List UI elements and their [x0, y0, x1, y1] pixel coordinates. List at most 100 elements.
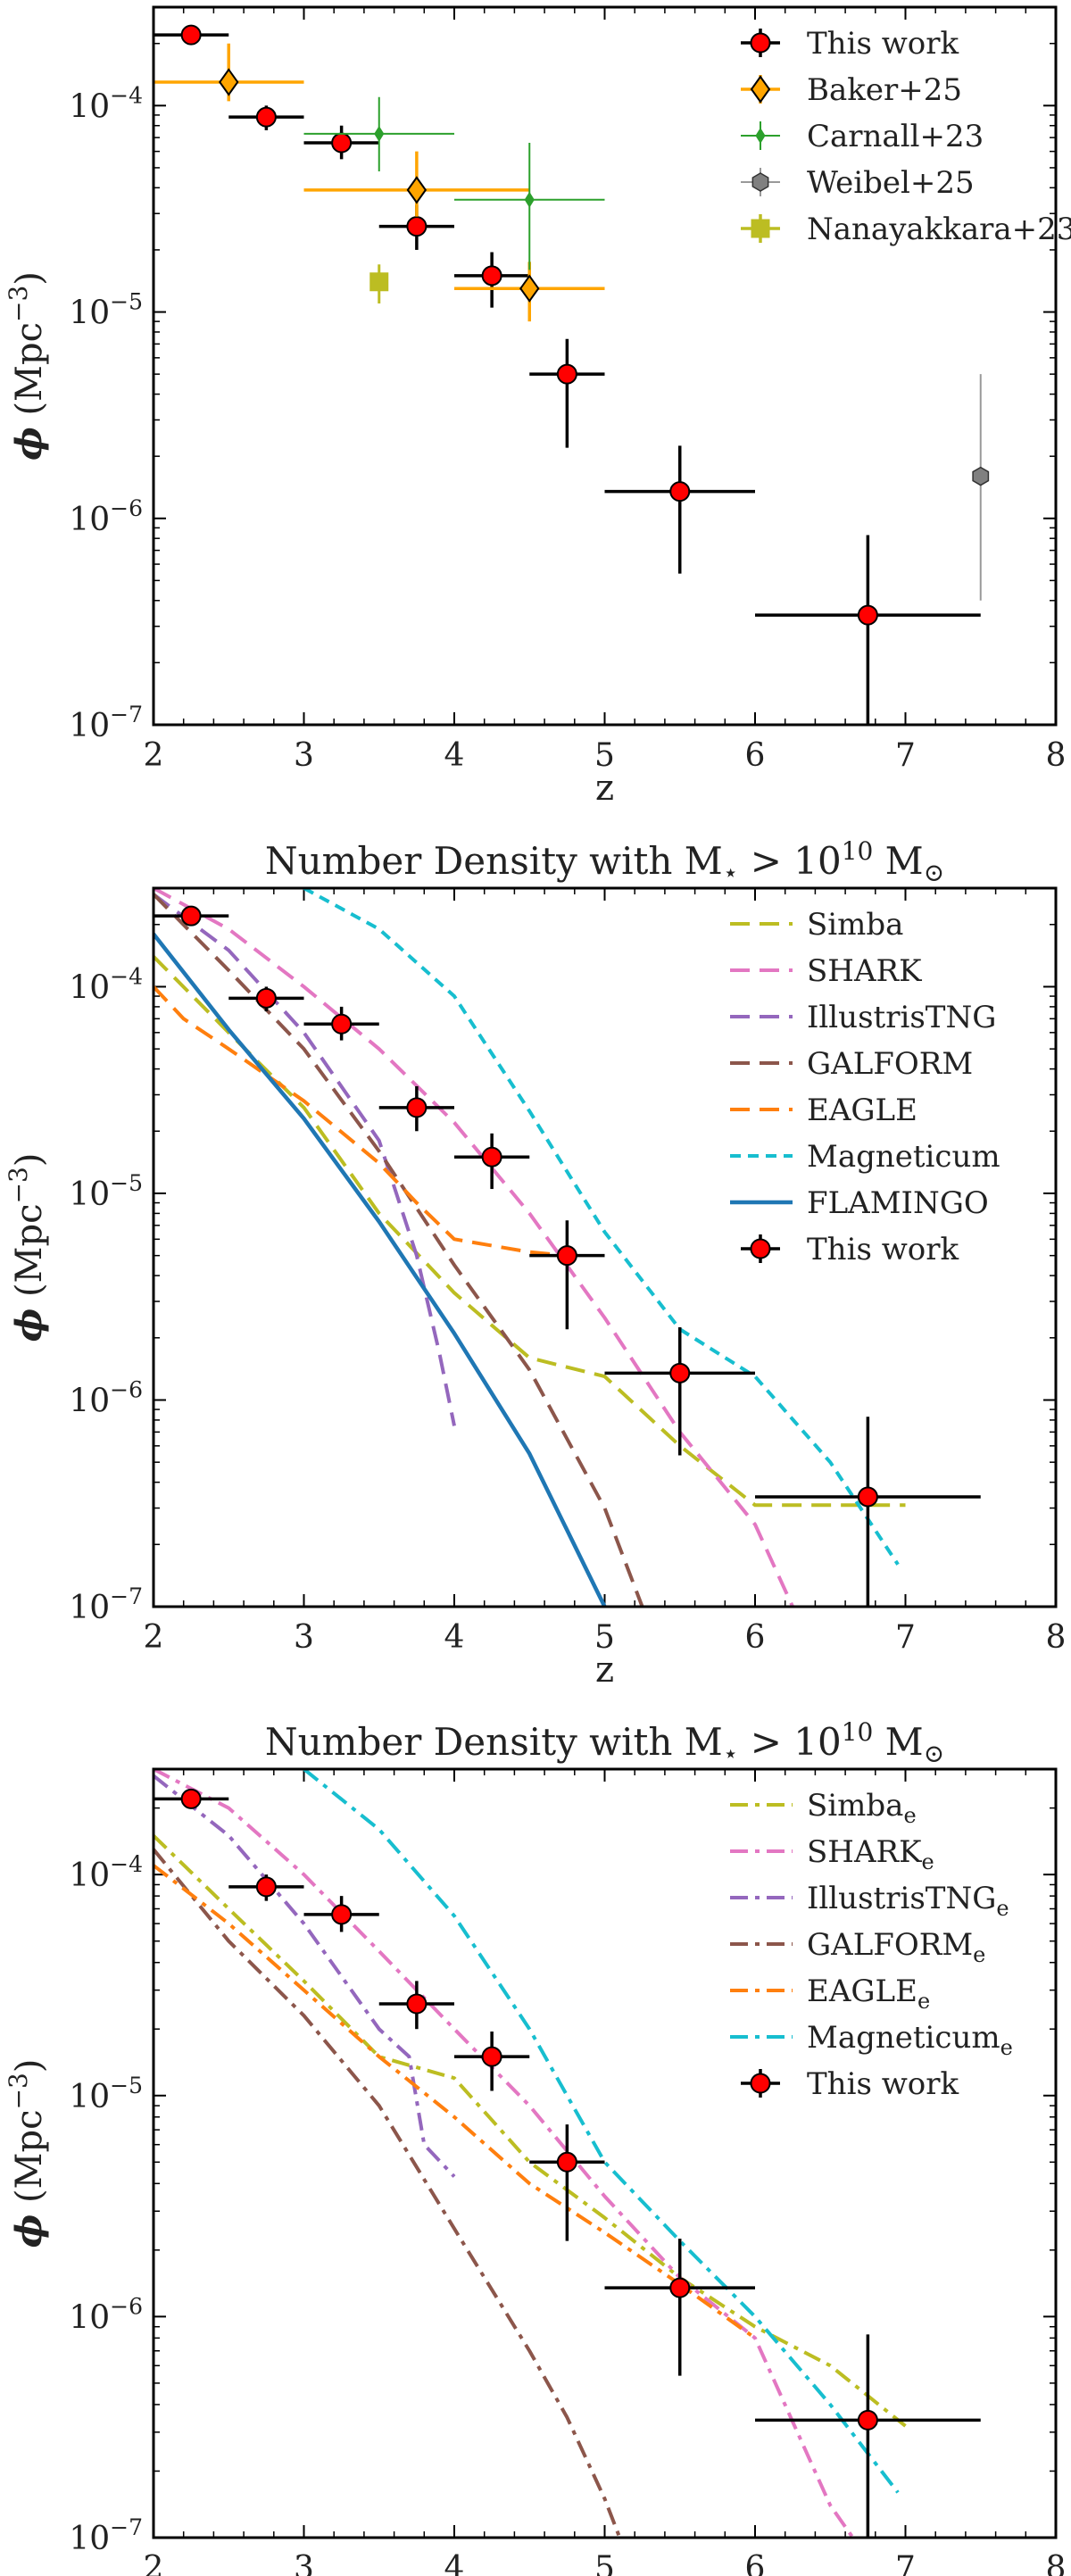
x-axis-label: z [595, 1649, 614, 1691]
data-point [180, 24, 202, 46]
x-tick-label: 5 [594, 2550, 615, 2576]
data-point [255, 987, 277, 1009]
series-line-simba [154, 955, 906, 1508]
legend-item-galform: GALFORM [730, 1046, 973, 1082]
legend-label: IllustrisTNG [807, 1000, 996, 1035]
series-line-illustristng [154, 893, 456, 1426]
legend-label: EAGLEe [807, 1974, 930, 2014]
data-point [331, 1904, 353, 1925]
y-tick-label: 10−7 [69, 2514, 143, 2557]
legend-label: This work [807, 2066, 959, 2102]
x-tick-label: 6 [745, 1619, 766, 1656]
chart-panel-2: 2 3 4 5 6 7 8 10−4 10−5 10−6 10−7 z ϕ (Mpc−3) Number … [4, 836, 1066, 1691]
x-tick-label: 7 [895, 2550, 916, 2576]
legend-marker [750, 1238, 771, 1259]
x-tick-label: 6 [745, 2550, 766, 2576]
legend-label: Magneticume [807, 2020, 1013, 2060]
series-weibel-25 [972, 374, 990, 601]
data-point [669, 481, 691, 503]
legend-label: Weibel+25 [807, 165, 975, 201]
legend-item-this-work: This work [741, 26, 959, 62]
data-point [180, 1788, 202, 1809]
y-axis-label: ϕ (Mpc−3) [4, 2059, 50, 2248]
data-point [481, 265, 502, 287]
legend-marker [751, 172, 769, 192]
plot-area [154, 1769, 981, 2538]
x-tick-label: 4 [444, 1619, 465, 1656]
series-line-magneticum [303, 888, 900, 1566]
data-point [857, 604, 878, 626]
x-tick-label: 5 [594, 1619, 615, 1656]
axis-ticks [153, 7, 1057, 726]
series-line-shark [154, 888, 794, 1607]
series-line-eagle [154, 985, 568, 1258]
legend-item-nanayakkara-23: Nanayakkara+23 [741, 212, 1071, 247]
y-tick-label: 10−5 [69, 289, 143, 332]
legend-label: This work [807, 26, 959, 62]
data-point [331, 1013, 353, 1035]
data-point [406, 216, 428, 237]
legend-item-magneticum: Magneticum [730, 1139, 1000, 1175]
legend-label: Nanayakkara+23 [807, 212, 1071, 247]
legend-marker [750, 32, 771, 54]
legend-item-illustristng: IllustrisTNG [730, 1000, 996, 1035]
legend-item-this-work: This work [741, 1232, 959, 1267]
x-tick-label: 7 [895, 1619, 916, 1656]
x-tick-label: 2 [144, 2550, 164, 2576]
data-point [374, 125, 385, 142]
y-tick-label: 10−7 [69, 1583, 143, 1626]
axes-frame [152, 886, 1058, 1608]
legend-item-baker-25: Baker+25 [741, 72, 962, 108]
series-baker-25 [154, 43, 605, 322]
legend-item-eagle: EAGLE [730, 1093, 917, 1128]
y-tick-label: 10−5 [69, 2073, 143, 2115]
x-tick-label: 6 [745, 737, 766, 774]
legend-item-flamingo: FLAMINGO [730, 1185, 989, 1221]
plot-area [154, 24, 990, 725]
series-line-eagle [154, 1864, 757, 2340]
legend-marker [751, 219, 770, 238]
legend-item-shark: SHARK [730, 953, 922, 989]
legend-item-eagle: EAGLEe [730, 1974, 930, 2014]
legend-item-weibel-25: Weibel+25 [741, 165, 975, 201]
y-tick-label: 10−6 [69, 2293, 143, 2336]
legend-marker [755, 128, 766, 144]
legend-item-galform: GALFORMe [730, 1927, 985, 1967]
legend-label: Magneticum [807, 1139, 1000, 1175]
data-point [524, 191, 535, 208]
legend-marker [750, 2073, 771, 2094]
x-tick-label: 2 [144, 1619, 164, 1656]
data-point [406, 1993, 428, 2015]
x-tick-label: 7 [895, 737, 916, 774]
data-point [857, 1486, 878, 1508]
data-point [519, 274, 540, 303]
data-point [406, 1097, 428, 1118]
plot-area [154, 888, 981, 1607]
legend-item-magneticum: Magneticume [730, 2020, 1013, 2060]
legend-label: SHARK [807, 953, 922, 989]
data-point [972, 466, 990, 486]
x-tick-label: 2 [144, 737, 164, 774]
legend-label: EAGLE [807, 1093, 917, 1128]
series-carnall-23 [303, 96, 605, 270]
data-point [481, 2046, 502, 2067]
x-axis-label: z [595, 768, 614, 809]
legend-label: Simba [807, 907, 903, 943]
data-point [556, 1245, 577, 1267]
x-tick-label: 8 [1046, 737, 1067, 774]
series-this-work [154, 905, 981, 1607]
data-point [255, 106, 277, 128]
legend-item-this-work: This work [741, 2066, 959, 2102]
x-tick-label: 5 [594, 737, 615, 774]
x-tick-label: 8 [1046, 1619, 1067, 1656]
legend-item-shark: SHARKe [730, 1834, 934, 1874]
x-tick-label: 4 [444, 737, 465, 774]
series-line-flamingo [154, 932, 607, 1607]
legend-item-simba: Simba [730, 907, 903, 943]
x-tick-label: 3 [294, 1619, 314, 1656]
y-axis-label: ϕ (Mpc−3) [4, 1153, 50, 1342]
series-this-work [154, 1788, 981, 2538]
data-point [481, 1146, 502, 1168]
series-line-simba [154, 1834, 907, 2428]
